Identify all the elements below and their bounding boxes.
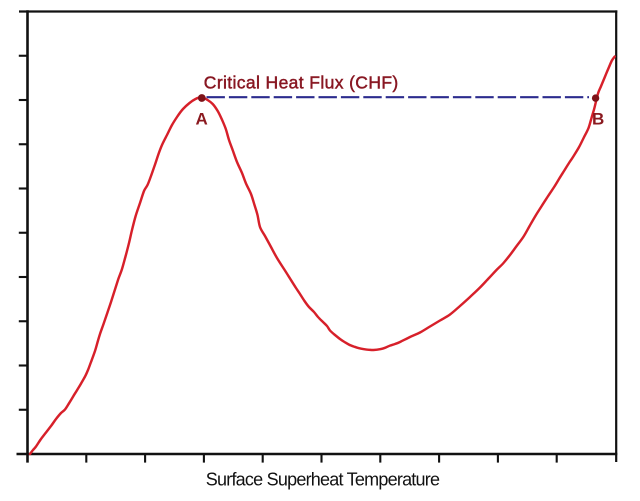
svg-text:B: B	[592, 110, 604, 129]
svg-text:Surface Superheat Temperature: Surface Superheat Temperature	[206, 469, 440, 489]
svg-text:A: A	[195, 109, 207, 128]
svg-text:Critical Heat Flux (CHF): Critical Heat Flux (CHF)	[204, 72, 399, 92]
